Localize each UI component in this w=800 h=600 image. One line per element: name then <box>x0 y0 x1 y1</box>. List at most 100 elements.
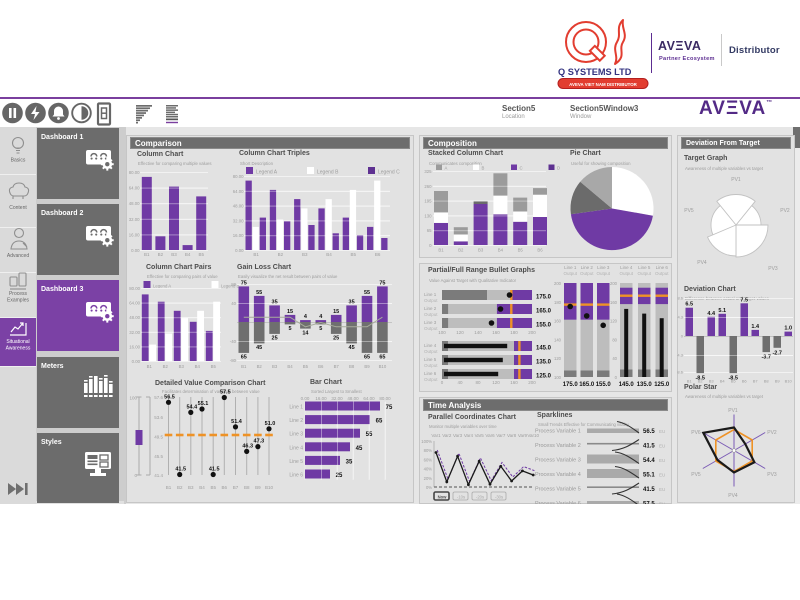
svg-text:B5: B5 <box>518 248 524 253</box>
svg-text:65: 65 <box>376 419 383 425</box>
svg-text:Line 2: Line 2 <box>289 418 303 424</box>
svg-text:B6: B6 <box>375 252 381 257</box>
svg-text:0%: 0% <box>426 485 432 490</box>
svg-text:5.1: 5.1 <box>718 308 726 314</box>
svg-text:B2: B2 <box>163 364 169 369</box>
svg-text:25: 25 <box>336 473 343 479</box>
svg-text:55: 55 <box>256 290 262 296</box>
svg-text:PV5: PV5 <box>691 472 701 478</box>
svg-text:Output: Output <box>424 326 438 331</box>
svg-text:41.5: 41.5 <box>643 487 655 493</box>
svg-text:PV2: PV2 <box>767 430 777 436</box>
svg-text:54.4: 54.4 <box>643 458 655 464</box>
svg-text:165.0: 165.0 <box>536 309 552 315</box>
svg-text:EU: EU <box>659 502 665 505</box>
svg-text:Process: Process <box>9 291 28 297</box>
svg-text:Basics: Basics <box>11 158 26 164</box>
svg-text:41.5: 41.5 <box>175 467 186 473</box>
svg-text:B1: B1 <box>438 248 444 253</box>
svg-text:PV1: PV1 <box>728 408 738 414</box>
svg-text:65: 65 <box>379 355 385 361</box>
svg-text:100: 100 <box>438 330 446 335</box>
svg-text:16.00: 16.00 <box>315 396 327 401</box>
svg-text:EU: EU <box>659 444 665 449</box>
svg-text:Line 3: Line 3 <box>289 432 303 438</box>
svg-text:56.5: 56.5 <box>164 394 175 400</box>
svg-text:180: 180 <box>510 330 518 335</box>
svg-text:47.3: 47.3 <box>254 439 265 445</box>
svg-text:125.0: 125.0 <box>536 374 552 380</box>
svg-text:Var10: Var10 <box>527 433 539 438</box>
svg-text:40%: 40% <box>424 467 433 472</box>
svg-text:Output: Output <box>424 349 438 354</box>
svg-text:Output: Output <box>619 271 633 276</box>
svg-text:Process Variable 2: Process Variable 2 <box>535 443 581 449</box>
svg-text:0.00: 0.00 <box>131 248 140 253</box>
svg-text:Var4: Var4 <box>464 433 474 438</box>
svg-text:B8: B8 <box>764 379 770 384</box>
svg-text:165.0: 165.0 <box>579 382 595 388</box>
svg-text:75: 75 <box>386 405 393 411</box>
svg-text:64.00: 64.00 <box>129 186 140 191</box>
svg-text:200: 200 <box>610 281 618 286</box>
svg-text:120: 120 <box>554 356 562 361</box>
svg-text:Output: Output <box>424 363 438 368</box>
svg-text:4.3: 4.3 <box>677 315 683 320</box>
svg-text:PV6: PV6 <box>691 430 701 436</box>
svg-text:Line 1: Line 1 <box>564 265 577 270</box>
svg-text:Output: Output <box>637 271 651 276</box>
svg-text:EU: EU <box>659 487 665 492</box>
svg-text:65: 65 <box>364 355 370 361</box>
svg-text:Var8: Var8 <box>507 433 517 438</box>
svg-text:Line 4: Line 4 <box>289 445 303 451</box>
svg-text:32.00: 32.00 <box>129 330 140 335</box>
svg-text:32.00: 32.00 <box>233 218 244 223</box>
svg-text:B8: B8 <box>244 485 250 490</box>
svg-text:145.0: 145.0 <box>536 346 552 352</box>
svg-text:325: 325 <box>424 169 432 174</box>
svg-text:35: 35 <box>349 299 355 305</box>
svg-text:B3: B3 <box>272 364 278 369</box>
svg-text:B4: B4 <box>720 379 726 384</box>
svg-text:PV1: PV1 <box>731 177 741 183</box>
svg-text:80: 80 <box>612 337 617 342</box>
svg-text:B9: B9 <box>255 485 261 490</box>
svg-text:64.00: 64.00 <box>363 396 375 401</box>
svg-text:55.1: 55.1 <box>643 473 655 479</box>
svg-text:48.00: 48.00 <box>129 201 140 206</box>
svg-text:0: 0 <box>134 473 137 478</box>
svg-text:Line 3: Line 3 <box>597 265 610 270</box>
svg-text:Var9: Var9 <box>518 433 528 438</box>
svg-text:57.5: 57.5 <box>220 390 231 396</box>
svg-text:0: 0 <box>615 375 618 380</box>
svg-text:15: 15 <box>287 309 293 315</box>
svg-text:80.00: 80.00 <box>129 170 140 175</box>
svg-text:B1: B1 <box>144 252 150 257</box>
svg-text:Now: Now <box>438 495 448 500</box>
svg-text:B5: B5 <box>198 252 204 257</box>
svg-text:4: 4 <box>319 314 323 320</box>
svg-text:100: 100 <box>554 375 562 380</box>
svg-text:PV4: PV4 <box>728 493 738 499</box>
svg-text:48.00: 48.00 <box>347 396 359 401</box>
svg-text:-20s: -20s <box>476 495 484 500</box>
svg-text:Var6: Var6 <box>485 433 495 438</box>
svg-text:1.4: 1.4 <box>751 324 760 330</box>
svg-text:B1: B1 <box>241 364 247 369</box>
svg-text:B3: B3 <box>171 252 177 257</box>
svg-text:Legend A: Legend A <box>153 284 171 289</box>
svg-text:135.0: 135.0 <box>536 360 552 366</box>
svg-text:-80: -80 <box>230 358 237 363</box>
svg-text:53.6: 53.6 <box>154 415 163 420</box>
svg-text:B9: B9 <box>775 379 781 384</box>
svg-text:-8.6: -8.6 <box>677 370 684 375</box>
svg-text:B3: B3 <box>709 379 715 384</box>
svg-text:35: 35 <box>346 459 353 465</box>
svg-text:40: 40 <box>612 356 617 361</box>
svg-text:57.5: 57.5 <box>643 502 655 505</box>
svg-text:Line 1: Line 1 <box>424 292 437 297</box>
svg-text:7.5: 7.5 <box>740 297 748 303</box>
svg-text:B3: B3 <box>188 485 194 490</box>
svg-text:41.4: 41.4 <box>154 473 163 478</box>
svg-text:80: 80 <box>231 282 236 287</box>
